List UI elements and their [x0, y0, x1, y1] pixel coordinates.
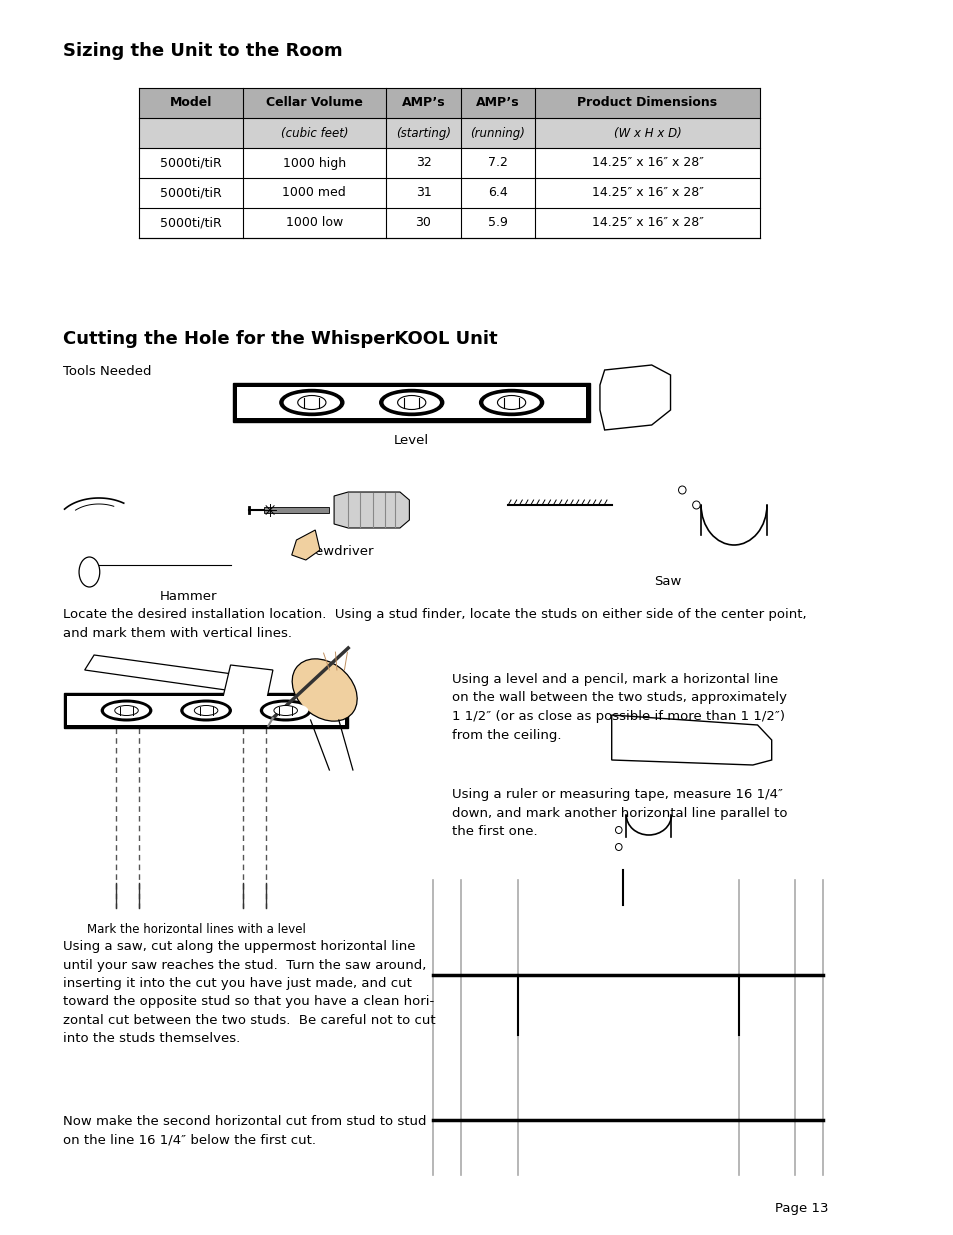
Polygon shape — [611, 715, 771, 764]
Ellipse shape — [479, 389, 543, 415]
Text: (W x H x D): (W x H x D) — [613, 126, 680, 140]
Text: AMP’s: AMP’s — [476, 96, 519, 110]
Bar — [237, 387, 586, 417]
Ellipse shape — [379, 389, 443, 415]
Text: Locate the desired installation location.  Using a stud finder, locate the studs: Locate the desired installation location… — [63, 608, 806, 640]
Text: Using a level and a pencil, mark a horizontal line
on the wall between the two s: Using a level and a pencil, mark a horiz… — [452, 673, 786, 741]
Text: Product Dimensions: Product Dimensions — [577, 96, 717, 110]
Ellipse shape — [383, 393, 439, 412]
Text: Screwdriver: Screwdriver — [294, 545, 374, 558]
Ellipse shape — [79, 557, 100, 587]
Text: Cutting the Hole for the WhisperKOOL Unit: Cutting the Hole for the WhisperKOOL Uni… — [63, 330, 497, 348]
Ellipse shape — [104, 703, 149, 719]
Polygon shape — [292, 530, 319, 559]
Text: 1000 high: 1000 high — [282, 157, 346, 169]
Text: (cubic feet): (cubic feet) — [280, 126, 348, 140]
Ellipse shape — [183, 703, 229, 719]
Text: Hammer: Hammer — [159, 590, 216, 603]
Text: Model: Model — [170, 96, 212, 110]
Circle shape — [692, 501, 700, 509]
Text: 14.25″ x 16″ x 28″: 14.25″ x 16″ x 28″ — [591, 216, 702, 230]
Text: Cellar Volume: Cellar Volume — [266, 96, 362, 110]
Bar — [263, 508, 329, 513]
Text: 5.9: 5.9 — [487, 216, 507, 230]
Bar — [139, 207, 760, 238]
Ellipse shape — [397, 395, 425, 410]
Text: 1000 med: 1000 med — [282, 186, 346, 200]
Text: (running): (running) — [470, 126, 525, 140]
Ellipse shape — [283, 393, 339, 412]
Text: 14.25″ x 16″ x 28″: 14.25″ x 16″ x 28″ — [591, 186, 702, 200]
Ellipse shape — [497, 395, 525, 410]
Circle shape — [615, 826, 621, 834]
Polygon shape — [221, 664, 273, 715]
Text: Sizing the Unit to the Room: Sizing the Unit to the Room — [63, 42, 342, 61]
Ellipse shape — [274, 705, 297, 715]
Bar — [139, 148, 760, 178]
Bar — [233, 383, 590, 422]
Text: 5000ti/tiR: 5000ti/tiR — [160, 157, 222, 169]
Polygon shape — [599, 366, 670, 430]
Ellipse shape — [194, 705, 217, 715]
Text: 5000ti/tiR: 5000ti/tiR — [160, 186, 222, 200]
Ellipse shape — [263, 703, 308, 719]
Text: Mark the horizontal lines with a level: Mark the horizontal lines with a level — [87, 923, 306, 936]
Polygon shape — [85, 655, 240, 690]
Ellipse shape — [114, 705, 138, 715]
Text: Using a saw, cut along the uppermost horizontal line
until your saw reaches the : Using a saw, cut along the uppermost hor… — [63, 940, 436, 1046]
Text: 1000 low: 1000 low — [285, 216, 342, 230]
Text: 31: 31 — [416, 186, 431, 200]
Ellipse shape — [100, 699, 152, 721]
Ellipse shape — [259, 699, 312, 721]
Circle shape — [678, 487, 685, 494]
Bar — [139, 178, 760, 207]
Text: Now make the second horizontal cut from stud to stud
on the line 16 1/4″ below t: Now make the second horizontal cut from … — [63, 1115, 426, 1146]
Circle shape — [615, 844, 621, 851]
Ellipse shape — [279, 389, 343, 415]
Text: 14.25″ x 16″ x 28″: 14.25″ x 16″ x 28″ — [591, 157, 702, 169]
Ellipse shape — [297, 395, 326, 410]
Ellipse shape — [483, 393, 539, 412]
Bar — [139, 119, 760, 148]
Text: 6.4: 6.4 — [487, 186, 507, 200]
Text: 32: 32 — [416, 157, 431, 169]
Ellipse shape — [180, 699, 232, 721]
Text: Using a ruler or measuring tape, measure 16 1/4″
down, and mark another horizont: Using a ruler or measuring tape, measure… — [452, 788, 786, 839]
Text: (starting): (starting) — [395, 126, 451, 140]
Text: Level: Level — [394, 433, 429, 447]
Bar — [67, 697, 345, 725]
Ellipse shape — [292, 658, 356, 721]
Text: Tools Needed: Tools Needed — [63, 366, 152, 378]
Text: 7.2: 7.2 — [487, 157, 507, 169]
Text: Page 13: Page 13 — [774, 1202, 827, 1215]
Text: Saw: Saw — [654, 576, 681, 588]
Polygon shape — [334, 492, 409, 529]
Text: 5000ti/tiR: 5000ti/tiR — [160, 216, 222, 230]
Text: 30: 30 — [416, 216, 431, 230]
Text: AMP’s: AMP’s — [401, 96, 445, 110]
Bar — [64, 693, 348, 727]
Bar — [139, 88, 760, 119]
